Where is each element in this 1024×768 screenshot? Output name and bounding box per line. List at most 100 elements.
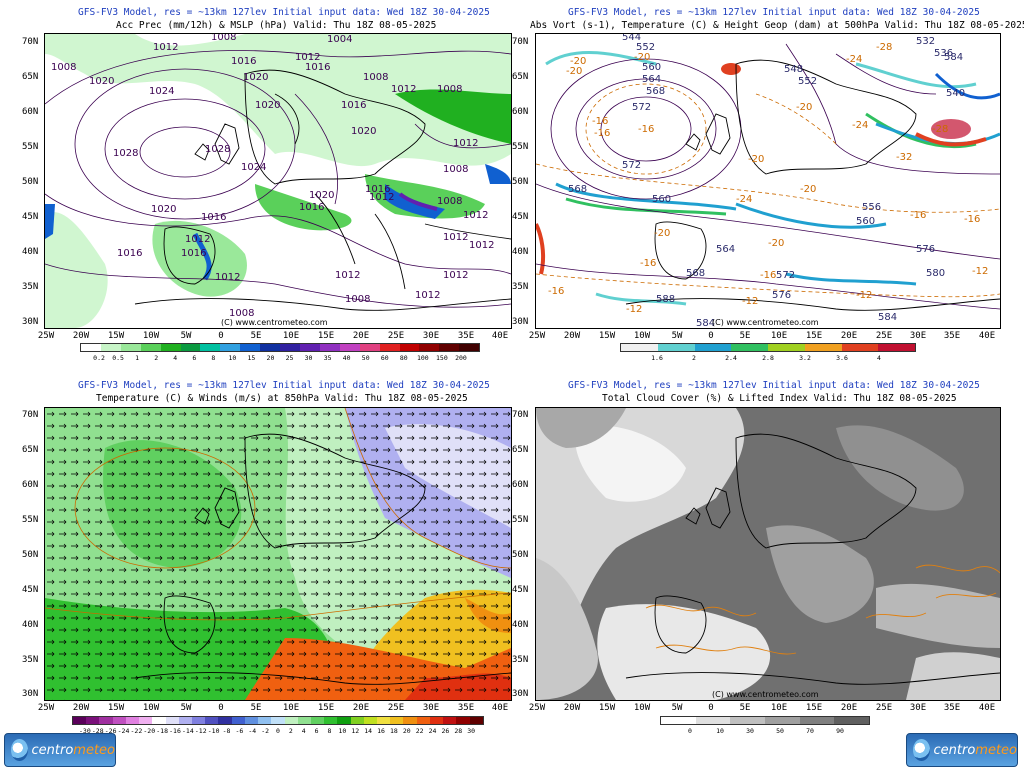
colorbar-swatch — [443, 717, 457, 724]
lat-label: 30N — [22, 689, 39, 699]
lon-label: 20E — [840, 331, 858, 341]
colorbar-swatch — [258, 717, 272, 724]
colorbar-label: 70 — [806, 727, 814, 735]
temperature-label: -20 — [654, 228, 671, 239]
colorbar-label: 20 — [402, 727, 411, 735]
height-label: 584 — [878, 312, 898, 323]
isobar-label: 1016 — [341, 100, 367, 111]
temperature-label: -20 — [634, 52, 651, 63]
panel3-map — [44, 407, 512, 701]
panel2-model-line: GFS-FV3 Model, res = ~13km 127lev Initia… — [568, 7, 980, 18]
temperature-label: -12 — [626, 304, 643, 315]
colorbar-label: 30 — [467, 727, 476, 735]
isobar-label: 1016 — [117, 248, 143, 259]
lon-label: 25E — [387, 331, 405, 341]
colorbar-swatch — [100, 344, 121, 351]
colorbar-swatch — [439, 344, 460, 351]
colorbar-swatch — [99, 717, 113, 724]
colorbar-swatch — [799, 717, 835, 724]
colorbar-swatch — [456, 717, 470, 724]
lon-label: 25E — [387, 703, 405, 713]
logo-globe-icon — [11, 739, 28, 761]
colorbar-label: 150 — [436, 354, 448, 362]
colorbar-swatch — [140, 344, 161, 351]
colorbar-swatch — [297, 717, 311, 724]
height-label: 560 — [652, 194, 672, 205]
colorbar-swatch — [339, 344, 360, 351]
colorbar-label: 20 — [266, 354, 275, 362]
colorbar-swatch — [730, 717, 766, 724]
colorbar-swatch — [350, 717, 364, 724]
colorbar-label: 100 — [416, 354, 429, 362]
lon-label: 20E — [352, 703, 370, 713]
panel1-colorbar: 0.2 0.5 1 2 4 6 8 10 15 20 25 30 35 40 50 60 80 100 150 200 — [80, 343, 480, 362]
centrometeo-logo-left[interactable]: centrometeo — [4, 733, 116, 767]
height-label: 572 — [632, 102, 652, 113]
panel2-colorbar: 1.6 2 2.4 2.8 3.2 3.6 4 — [620, 343, 916, 362]
panel2-map: 544 552 560 564 568 572 552 548 540 536 … — [535, 33, 1001, 329]
colorbar-swatch — [139, 717, 153, 724]
isobar-label: 1016 — [305, 62, 331, 73]
lat-label: 40N — [512, 247, 529, 257]
lon-label: 5W — [180, 703, 192, 713]
lon-label: 30E — [422, 331, 440, 341]
colorbar-label: 24 — [428, 727, 437, 735]
colorbar-swatch — [731, 344, 768, 351]
credit-text: (C) www.centrometeo.com — [712, 690, 819, 699]
lon-label: 0 — [218, 331, 224, 341]
temperature-label: -16 — [910, 210, 927, 221]
height-label: 572 — [622, 160, 642, 171]
lon-label: 5E — [739, 331, 751, 341]
temperature-label: -16 — [638, 124, 655, 135]
colorbar-swatch — [218, 717, 232, 724]
colorbar-label: -18 — [156, 727, 168, 735]
lat-label: 45N — [512, 585, 529, 595]
temperature-label: -24 — [846, 54, 863, 65]
colorbar-label: 16 — [377, 727, 385, 735]
lon-label: 35E — [457, 331, 475, 341]
colorbar-swatch — [469, 717, 483, 724]
lon-label: 25E — [875, 331, 893, 341]
colorbar-label: -16 — [169, 727, 181, 735]
panel1-map: 1012 1008 1004 1008 1016 1020 1012 1008 … — [44, 33, 512, 329]
isobar-label: 1012 — [295, 52, 321, 63]
isobar-label: 1016 — [365, 184, 391, 195]
colorbar-swatch — [337, 717, 351, 724]
colorbar-label: 12 — [351, 727, 360, 735]
temperature-label: -20 — [796, 102, 813, 113]
colorbar-swatch — [120, 344, 141, 351]
lon-label: 10E — [770, 331, 788, 341]
lat-label: 30N — [22, 317, 39, 327]
lat-label: 70N — [22, 410, 39, 420]
colorbar-swatch — [765, 717, 800, 724]
colorbar-label: -10 — [207, 727, 220, 735]
colorbar-label: 10 — [228, 354, 237, 362]
colorbar-label: 2.8 — [762, 354, 774, 362]
lon-label: 30E — [909, 703, 927, 713]
colorbar-swatch — [180, 344, 201, 351]
lat-label: 65N — [22, 445, 39, 455]
isobar-label: 1020 — [351, 126, 377, 137]
height-label: 552 — [798, 76, 818, 87]
colorbar-label: 6 — [314, 727, 319, 735]
isobar-label: 1008 — [51, 62, 77, 73]
colorbar-label: 4 — [301, 727, 306, 735]
isobar-label: 1012 — [185, 234, 211, 245]
credit-text: (C) www.centrometeo.com — [221, 318, 328, 327]
panel4-title: Total Cloud Cover (%) & Lifted Index Val… — [602, 393, 957, 404]
centrometeo-logo-right[interactable]: centrometeo — [906, 733, 1018, 767]
lon-label: 40E — [491, 331, 509, 341]
lon-label: 15W — [107, 331, 125, 341]
lat-label: 55N — [512, 142, 529, 152]
colorbar-label: 0.2 — [93, 354, 105, 362]
colorbar-swatch — [661, 717, 696, 724]
colorbar-swatch — [81, 344, 101, 351]
isobar-label: 1012 — [369, 192, 395, 203]
panel1-model-line: GFS-FV3 Model, res = ~13km 127lev Initia… — [78, 7, 490, 18]
temperature-label: -16 — [640, 258, 657, 269]
height-label: 576 — [916, 244, 936, 255]
colorbar-swatch — [363, 717, 378, 724]
panel3-colorbar: -30 -28 -26 -24 -22 -20 -18 -16 -14 -12 -10 -8 -6 -4-… — [72, 716, 484, 735]
height-label: 584 — [696, 318, 716, 329]
colorbar-label: 50 — [776, 727, 784, 735]
